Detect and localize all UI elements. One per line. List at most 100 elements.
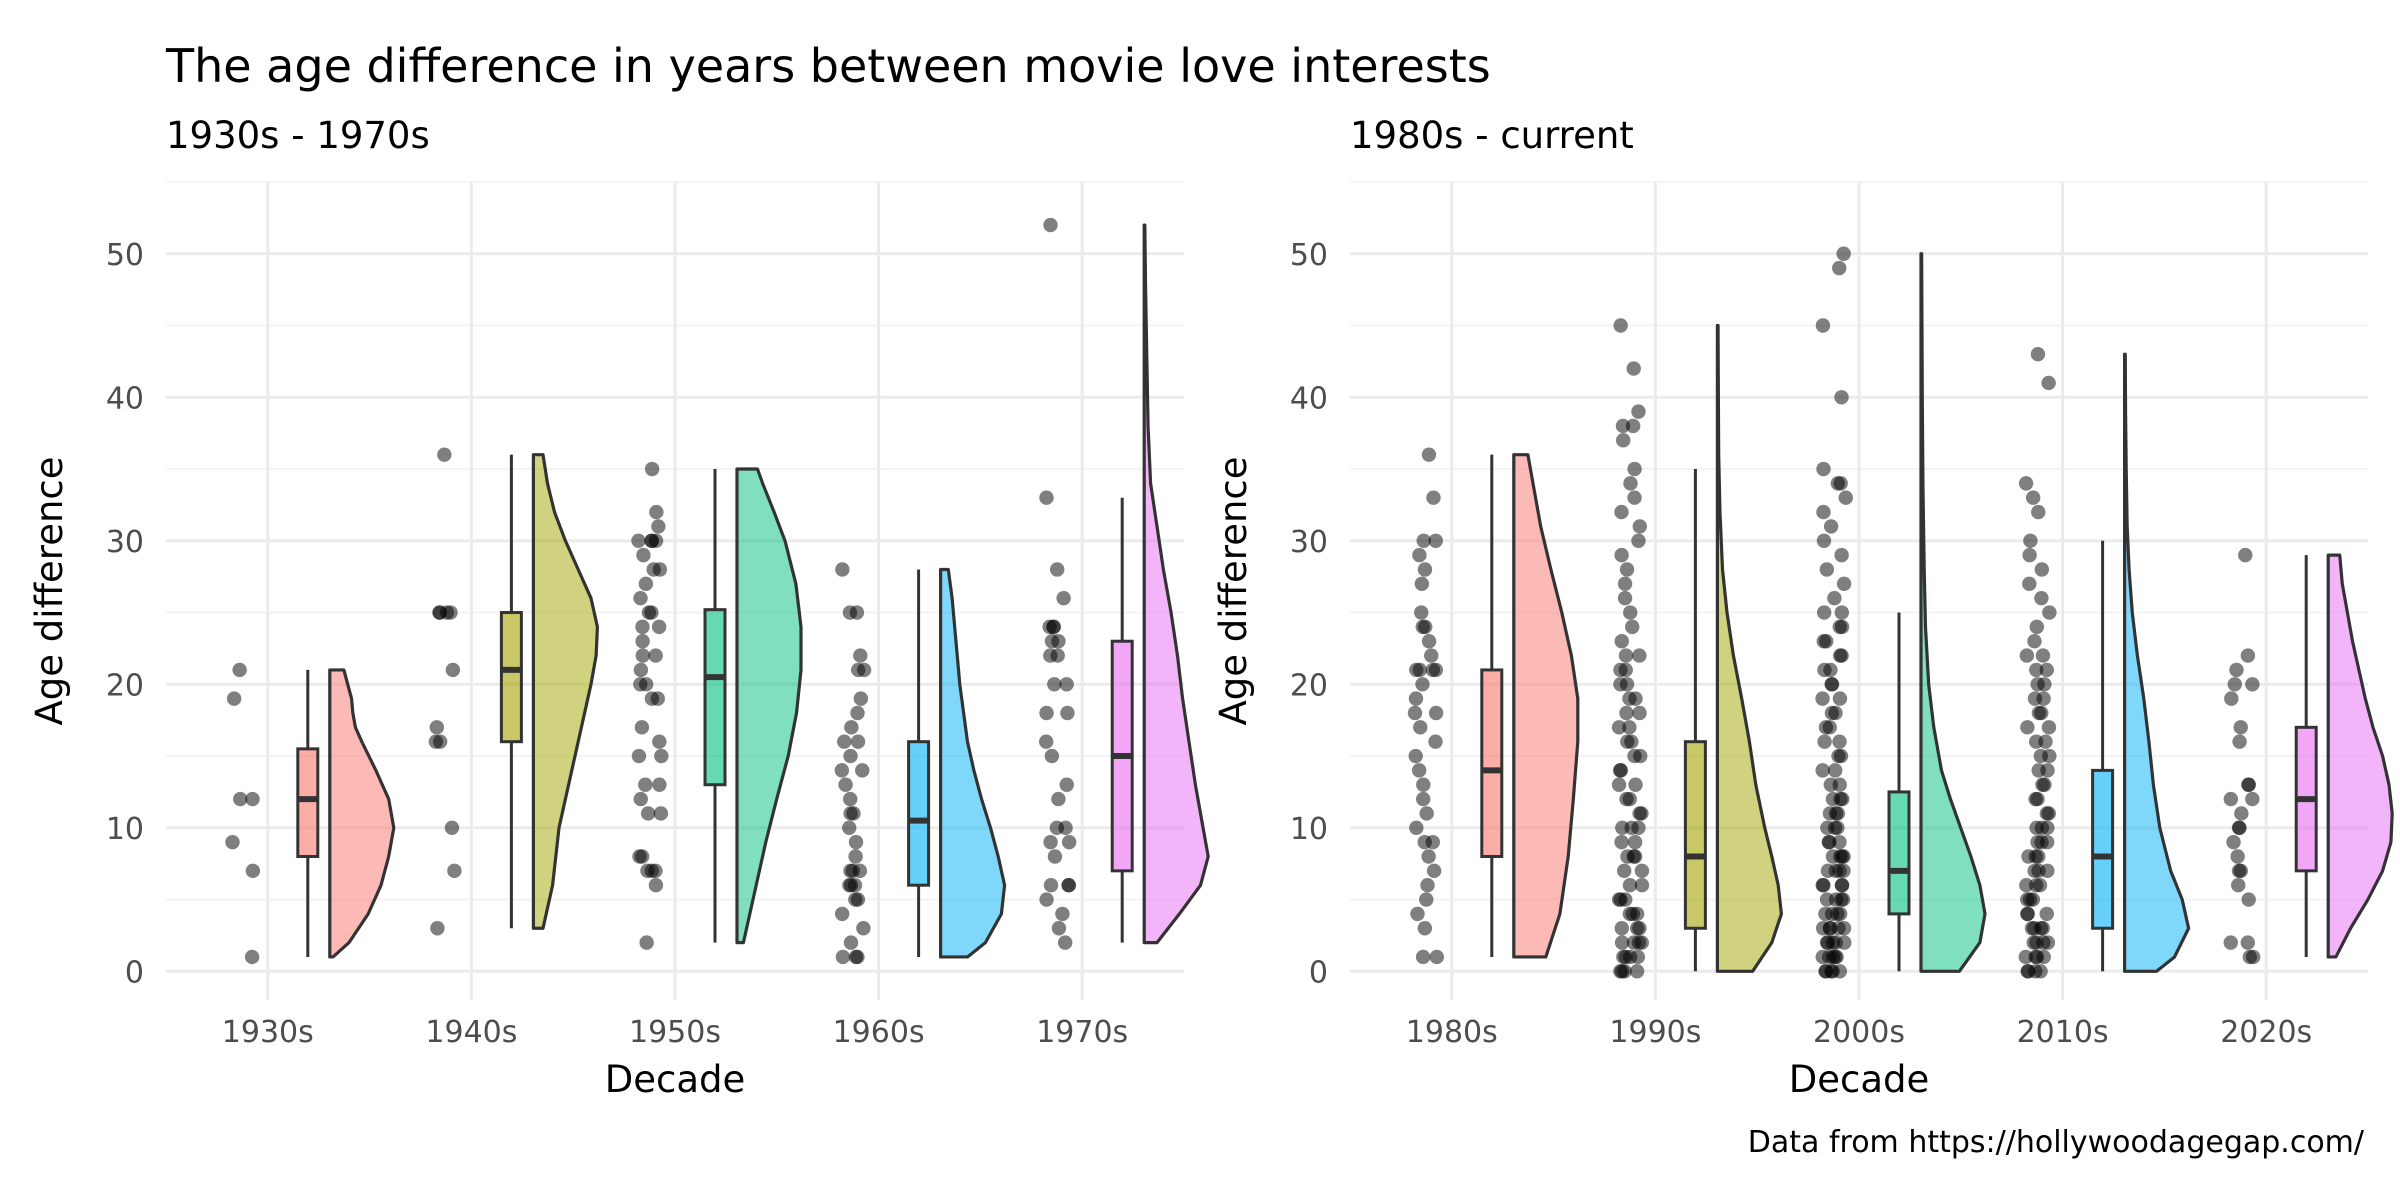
data-point <box>1039 734 1054 749</box>
data-point <box>843 748 858 764</box>
data-point <box>1615 820 1630 835</box>
data-point <box>1622 877 1638 893</box>
data-point <box>1428 662 1444 678</box>
data-point <box>843 935 859 950</box>
data-point <box>844 720 859 735</box>
data-point <box>245 863 261 879</box>
data-point <box>1627 461 1642 477</box>
y-tick-label: 30 <box>1290 525 1328 560</box>
y-tick-label: 10 <box>106 812 144 847</box>
series-1960s <box>834 562 1007 965</box>
data-point <box>1634 877 1650 893</box>
data-point <box>633 590 648 606</box>
data-point <box>1823 519 1839 534</box>
data-point <box>1614 935 1630 950</box>
data-point <box>2030 791 2045 807</box>
data-point <box>1061 877 1076 893</box>
data-point <box>1614 921 1629 936</box>
data-point <box>1832 777 1847 792</box>
data-point <box>1627 834 1643 850</box>
data-point <box>845 863 861 879</box>
data-point <box>1622 720 1637 735</box>
data-point <box>1428 533 1443 548</box>
data-point <box>1824 906 1840 922</box>
data-point <box>447 863 462 879</box>
data-point <box>634 720 650 735</box>
series-1980s <box>1407 447 1580 965</box>
data-point <box>1421 447 1437 462</box>
data-point <box>633 791 648 807</box>
data-point <box>850 892 866 907</box>
data-point <box>1833 849 1848 864</box>
data-point <box>633 662 649 678</box>
data-point <box>650 691 665 706</box>
data-point <box>2021 964 2036 979</box>
data-point <box>2020 906 2035 922</box>
data-point <box>1044 748 1060 764</box>
data-point <box>648 648 663 663</box>
data-point <box>437 447 452 462</box>
x-tick-label: 1940s <box>425 1015 517 1050</box>
data-point <box>1821 949 1837 965</box>
data-point <box>1615 433 1631 448</box>
data-point <box>850 705 865 721</box>
data-point <box>1828 935 1843 950</box>
data-point <box>1824 677 1840 692</box>
data-point <box>1815 691 1830 706</box>
density-half-violin <box>328 668 396 959</box>
data-point <box>1819 562 1835 577</box>
data-point <box>2029 619 2045 635</box>
data-point <box>1061 834 1077 850</box>
data-point <box>1420 877 1435 893</box>
series-2000s <box>1815 246 1987 979</box>
data-point <box>631 533 646 548</box>
data-point <box>2229 662 2244 678</box>
data-point <box>2233 720 2248 735</box>
data-point <box>2029 820 2044 835</box>
data-point <box>1419 806 1434 821</box>
data-point <box>1056 590 1071 606</box>
y-tick-label: 50 <box>1290 238 1328 273</box>
data-point <box>1424 648 1439 663</box>
data-point <box>1830 476 1846 491</box>
data-point <box>1416 791 1431 807</box>
data-point <box>2027 634 2042 649</box>
data-point <box>635 619 650 635</box>
density-half-violin <box>2123 352 2191 973</box>
series-1940s <box>428 447 599 936</box>
data-point <box>1051 921 1067 936</box>
box-iqr <box>499 611 523 744</box>
density-half-violin <box>1512 453 1580 959</box>
data-point <box>837 734 852 749</box>
data-point <box>2025 490 2041 505</box>
data-point <box>2040 935 2056 950</box>
data-point <box>1628 777 1643 792</box>
data-point <box>1047 849 1063 864</box>
data-point <box>2226 834 2241 850</box>
data-point <box>834 906 850 922</box>
data-point <box>638 777 653 792</box>
data-point <box>1834 605 1850 620</box>
data-point <box>2020 720 2035 735</box>
data-point <box>430 921 445 936</box>
data-point <box>2245 677 2260 692</box>
data-point <box>639 935 654 950</box>
data-point <box>2233 863 2248 879</box>
data-point <box>1623 476 1638 491</box>
box-iqr <box>296 747 320 858</box>
data-point <box>1060 705 1075 721</box>
data-point <box>444 820 460 835</box>
data-point <box>1634 935 1649 950</box>
data-point <box>1409 820 1424 835</box>
data-point <box>1832 619 1848 635</box>
data-point <box>1415 677 1430 692</box>
data-point <box>1059 677 1074 692</box>
right-panel: 0 10 20 30 40 50 1980s 1990s 2000s 2010s 2020s Deca… <box>1212 181 2394 1101</box>
data-point <box>1057 935 1073 950</box>
data-point <box>1039 705 1054 721</box>
data-point <box>1627 490 1642 505</box>
data-point <box>1819 634 1834 649</box>
data-point <box>1816 504 1831 520</box>
x-tick-label: 1930s <box>222 1015 314 1050</box>
data-point <box>245 791 260 807</box>
